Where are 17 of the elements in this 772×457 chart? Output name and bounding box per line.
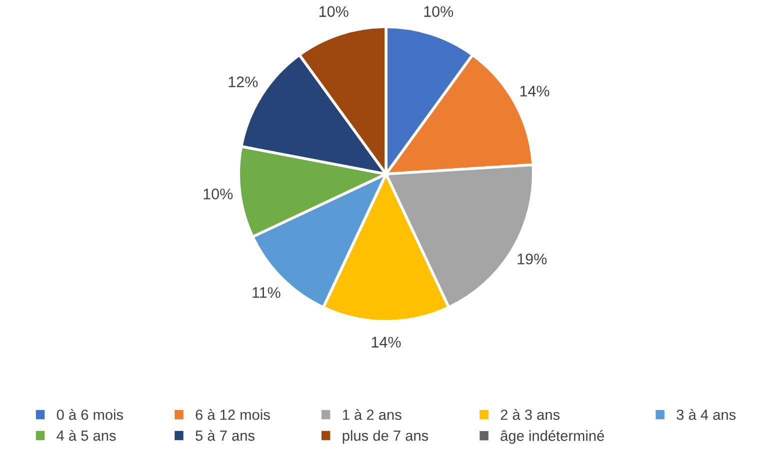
- legend-label: plus de 7 ans: [342, 430, 428, 444]
- data-label: 10%: [424, 6, 454, 17]
- data-label: 14%: [372, 336, 401, 348]
- legend-label: 6 à 12 mois: [196, 409, 270, 420]
- legend-label: 5 à 7 ans: [196, 430, 255, 441]
- legend-label: 3 à 4 ans: [676, 409, 736, 420]
- data-label: 12%: [228, 76, 258, 88]
- data-label: 10%: [320, 6, 348, 17]
- data-label: 10%: [204, 188, 233, 200]
- legend-label: âge indéterminé: [500, 430, 604, 444]
- legend-label: 0 à 6 mois: [56, 409, 124, 420]
- data-label: 19%: [518, 254, 547, 264]
- data-label: 11%: [252, 287, 280, 298]
- legend-label: 1 à 2 ans: [342, 409, 402, 420]
- data-label: 14%: [520, 86, 550, 96]
- legend-label: 4 à 5 ans: [56, 430, 116, 441]
- legend-label: 2 à 3 ans: [500, 409, 560, 420]
